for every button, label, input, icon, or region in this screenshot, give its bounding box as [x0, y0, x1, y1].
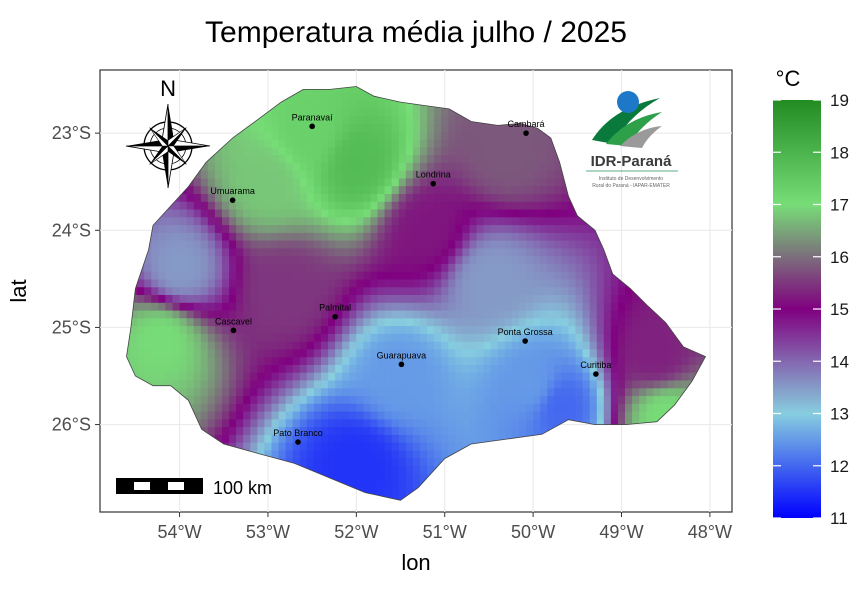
city-label: Londrina: [416, 170, 451, 180]
x-tick-label: 48°W: [688, 522, 732, 542]
city-point: [593, 371, 599, 377]
city-label: Palmital: [319, 303, 351, 313]
city-point: [398, 361, 405, 368]
legend-tick-label: 15: [830, 300, 849, 319]
city-label: Cambará: [508, 119, 545, 129]
city-point: [522, 338, 528, 344]
city-label: Guarapuava: [377, 350, 427, 360]
x-tick-label: 53°W: [246, 522, 290, 542]
x-tick-label: 51°W: [423, 522, 467, 542]
legend-title: °C: [776, 66, 801, 91]
state-outline: [126, 86, 707, 501]
city-label: Curitiba: [580, 360, 611, 370]
legend-tick-label: 14: [830, 352, 849, 371]
legend-tick-label: 11: [830, 509, 848, 528]
x-tick-label: 50°W: [511, 522, 555, 542]
scale-bar: 100 km: [116, 478, 272, 498]
legend-tick-label: 17: [830, 196, 849, 215]
north-arrow-icon: N: [125, 76, 211, 189]
city-point: [229, 197, 236, 203]
legend-tick-label: 16: [830, 248, 849, 267]
city-label: Cascavel: [215, 316, 252, 326]
color-legend: °C 19 18 17 16 15 14 13 12 11: [773, 66, 849, 528]
legend-tick-label: 13: [830, 405, 849, 424]
city-label: Ponta Grossa: [498, 327, 553, 337]
y-axis-label: lat: [6, 279, 31, 302]
x-axis-ticks: 54°W 53°W 52°W 51°W 50°W 49°W 48°W: [157, 512, 732, 542]
y-axis-ticks: 23°S 24°S 25°S 26°S: [52, 123, 100, 435]
city-label: Pato Branco: [273, 428, 323, 438]
y-tick-label: 25°S: [52, 317, 91, 337]
city-point: [295, 439, 301, 445]
city-markers: Paranavaí Cambará Londrina Umuarama Palmital…: [210, 112, 611, 445]
y-tick-label: 23°S: [52, 123, 91, 143]
city-label: Umuarama: [210, 186, 255, 196]
city-label: Paranavaí: [292, 112, 334, 122]
legend-tick-label: 12: [830, 457, 849, 476]
y-tick-label: 24°S: [52, 220, 91, 240]
city-point: [430, 180, 437, 187]
idr-parana-logo: IDR-Paraná Instituto de Desenvolvimento …: [586, 91, 678, 189]
legend-tick-label: 19: [830, 91, 849, 110]
city-point: [309, 123, 315, 130]
x-tick-label: 52°W: [334, 522, 378, 542]
x-axis-label: lon: [401, 550, 430, 575]
logo-name: IDR-Paraná: [591, 153, 673, 170]
city-point: [332, 313, 338, 320]
x-tick-label: 54°W: [157, 522, 201, 542]
legend-tick-label: 18: [830, 143, 849, 162]
y-tick-label: 26°S: [52, 415, 91, 435]
city-point: [230, 327, 237, 334]
x-tick-label: 49°W: [599, 522, 643, 542]
city-point: [523, 130, 529, 136]
scale-bar-label: 100 km: [213, 478, 272, 498]
chart-title: Temperatura média julho / 2025: [205, 16, 627, 49]
north-label: N: [160, 76, 176, 101]
